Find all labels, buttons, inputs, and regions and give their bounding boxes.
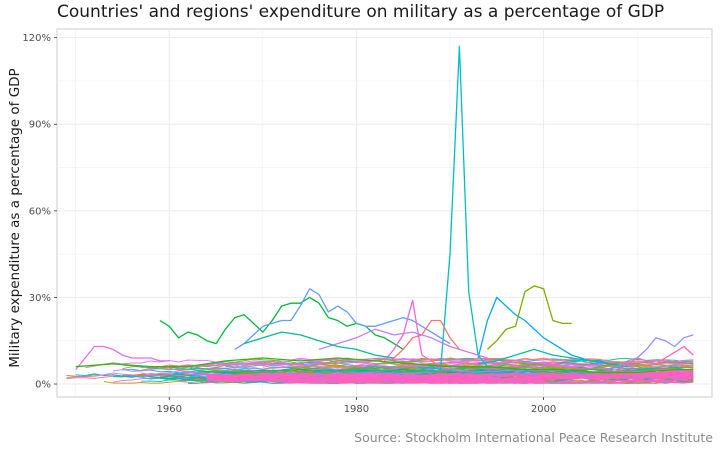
series-line [393,319,460,359]
source-caption: Source: Stockholm International Peace Re… [354,430,713,445]
series-line [486,285,572,350]
series-line [318,328,488,359]
background-series-line [206,373,694,382]
background-series-line [290,364,432,371]
series-line [234,288,451,350]
y-tick-label: 90% [29,120,51,131]
x-tick-label: 1980 [344,404,369,415]
background-series [66,357,694,384]
series-line [478,348,628,368]
x-tick-label: 1960 [157,404,182,415]
series-line [75,345,170,371]
series-line [618,334,694,368]
series-lines [75,45,694,374]
y-tick-label: 30% [29,293,51,304]
x-tick-label: 2000 [531,404,556,415]
plot-panel [56,28,713,398]
axis-ticks: 0% 30% 60% 90% 120% 1960 1980 2000 [22,33,556,415]
series-line [75,357,694,374]
y-tick-label: 60% [29,206,51,217]
y-tick-label: 0% [35,380,51,391]
chart-title: Countries' and regions' expenditure on m… [57,2,665,22]
gridlines [57,29,712,397]
series-line [618,345,694,371]
background-series-line [206,374,694,384]
background-series-line [131,357,694,372]
series-line [421,45,488,371]
series-line [243,331,394,359]
y-tick-label: 120% [22,33,51,44]
